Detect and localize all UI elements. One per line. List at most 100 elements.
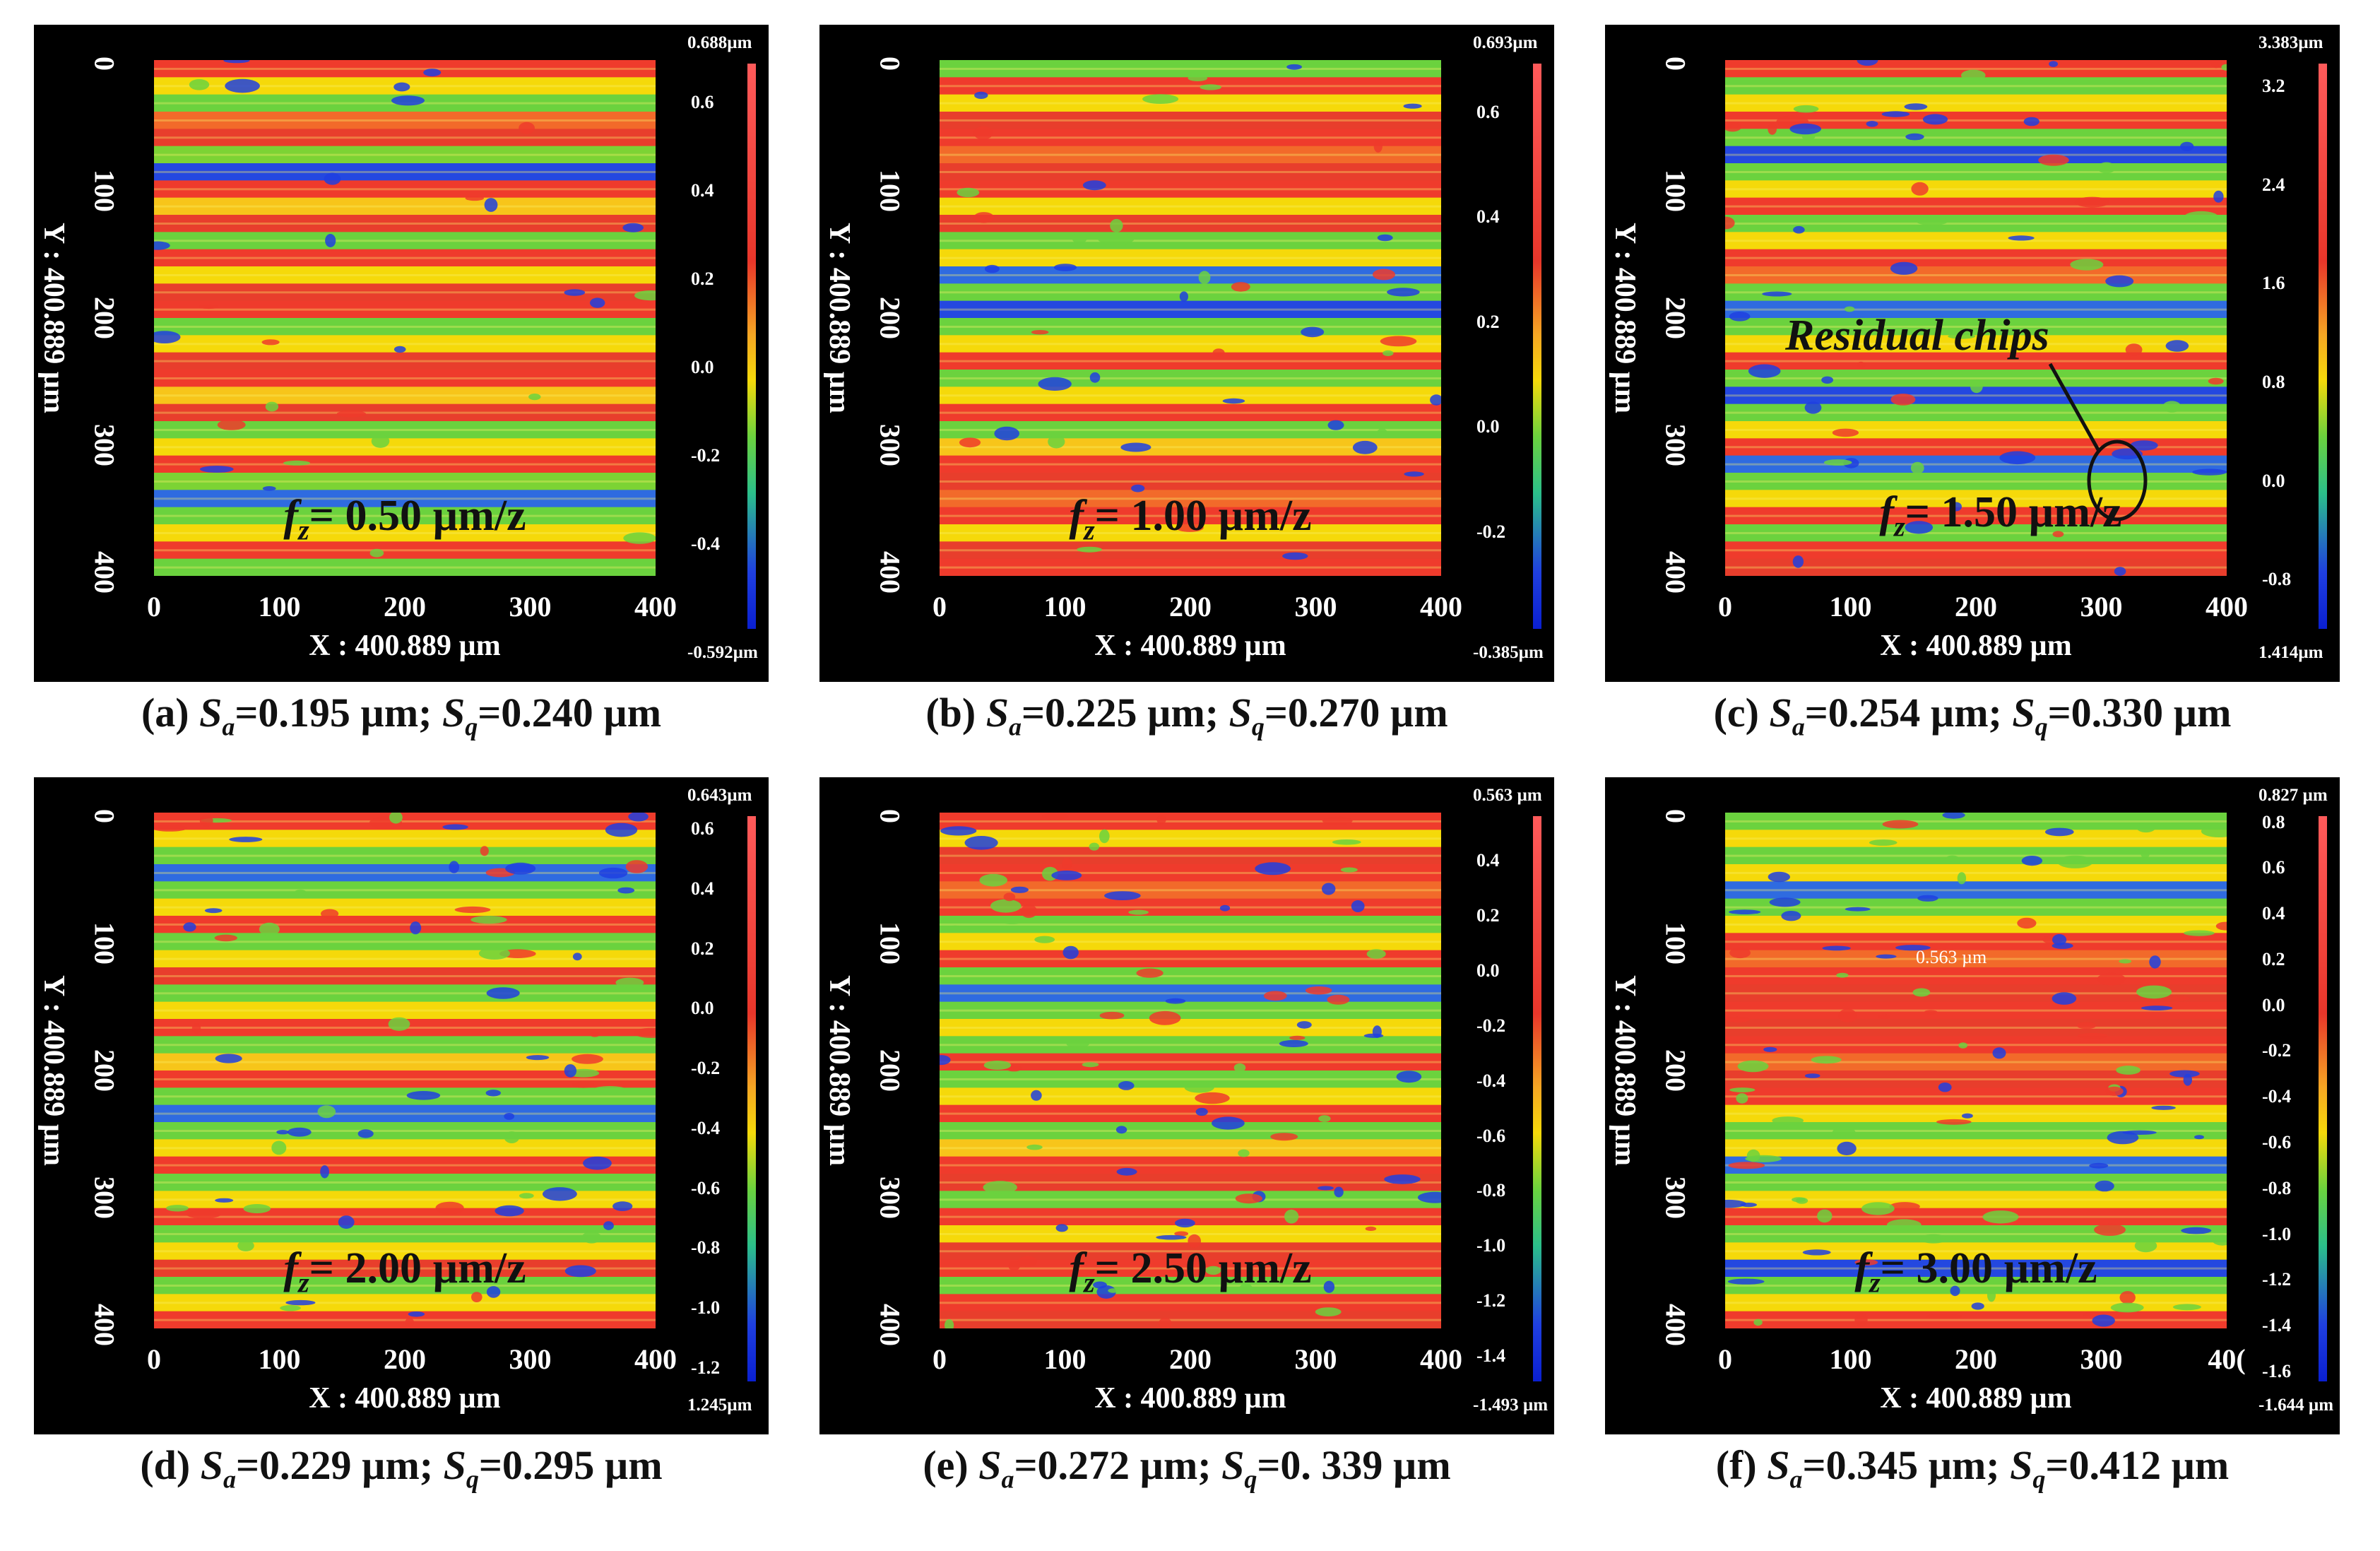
stripe-texture [940, 1250, 1441, 1253]
surface-blob [484, 198, 498, 212]
surface-blob [1000, 918, 1024, 924]
stripe-band [154, 950, 656, 968]
stripe-band [1725, 1019, 2227, 1037]
caption-letter: (a) [141, 690, 189, 736]
surface-blob [1198, 271, 1211, 285]
stripe-band [940, 370, 1441, 387]
stripe-band [154, 197, 656, 216]
x-axis-label: X : 400.889 µm [1880, 1382, 2072, 1415]
stripe-band [154, 933, 656, 951]
stripe-texture [1725, 854, 2227, 857]
surface-blob [470, 916, 507, 924]
colorbar-min-label: -1.493 µm [1473, 1396, 1549, 1415]
colorbar-tick-label: -0.4 [691, 533, 721, 554]
y-tick-label: 400 [88, 551, 121, 594]
stripe-band [1725, 197, 2227, 216]
stripe-band [154, 129, 656, 147]
surface-blob [583, 1156, 612, 1170]
surface-blob [1396, 1071, 1422, 1083]
surface-blob [2134, 1239, 2157, 1253]
residual-chips-circle [2087, 440, 2148, 521]
colorbar-tick-label: 0.4 [1476, 206, 1500, 228]
stripe-texture [154, 992, 656, 995]
stripe-band [1725, 1174, 2227, 1191]
feed-value: = 2.00 µm/z [309, 1244, 526, 1292]
panel-d: Y : 400.889 µm 0 100 200 300 400 0 100 200 300 400… [34, 777, 769, 1498]
surface-blob [589, 1032, 600, 1037]
surface-blob [2057, 855, 2093, 868]
x-tick-label: 200 [1169, 1343, 1212, 1375]
stripe-texture [940, 514, 1441, 517]
stripe-texture [154, 1319, 656, 1321]
plot-frame: Y : 400.889 µm 0 100 200 300 400 0 100 200 300 400… [819, 777, 1554, 1434]
x-axis-label: X : 400.889 µm [1880, 630, 2072, 662]
sa-symbol: S [199, 690, 223, 736]
surface-blob [1822, 945, 1851, 951]
colorbar-tick-label: -0.6 [1476, 1125, 1506, 1146]
x-tick-label: 0 [933, 1343, 947, 1375]
surface-blob [2077, 1032, 2109, 1039]
stripe-band [154, 898, 656, 916]
sq-symbol: S [2012, 690, 2035, 736]
stripe-band [940, 507, 1441, 525]
stripe-texture [940, 1302, 1441, 1304]
stripe-texture [154, 1215, 656, 1218]
surface-blob [338, 1215, 355, 1229]
stripe-texture [940, 170, 1441, 173]
feed-symbol: f [283, 492, 299, 540]
stripe-texture [1725, 1267, 2227, 1270]
surface-blob [973, 212, 995, 223]
stripe-band [1725, 898, 2227, 916]
feed-rate-label: fz= 2.50 µm/z [1069, 1244, 1311, 1299]
surface-blob [979, 873, 1007, 887]
stripe-band [940, 967, 1441, 985]
stripe-band [940, 146, 1441, 164]
stripe-band [154, 984, 656, 1003]
stripe-texture [940, 957, 1441, 960]
stripe-band [940, 318, 1441, 336]
stripe-band [1725, 180, 2227, 199]
stripe-band [1725, 967, 2227, 985]
y-axis-label: Y : 400.889 µm [823, 223, 856, 413]
stripe-texture [940, 85, 1441, 88]
stripe-band [940, 916, 1441, 933]
y-tick-label: 0 [874, 57, 906, 71]
surface-blob [622, 223, 644, 232]
stripe-texture [1725, 549, 2227, 552]
surface-blob [154, 241, 170, 250]
stripe-band [940, 1156, 1441, 1174]
colorbar [2319, 64, 2327, 629]
stripe-band [940, 112, 1441, 129]
surface-blob [1917, 895, 1938, 902]
stripe-texture [1725, 67, 2227, 70]
surface-map-svg [940, 60, 1441, 576]
surface-blob [1768, 123, 1777, 135]
surface-blob [1384, 1174, 1421, 1184]
stripe-texture [1725, 428, 2227, 431]
surface-blob [1089, 842, 1099, 851]
stripe-texture [940, 1061, 1441, 1063]
surface-blob [1912, 988, 1931, 997]
sa-value: =0.229 µm; [235, 1442, 444, 1488]
stripe-texture [940, 222, 1441, 225]
stripe-band [1725, 1036, 2227, 1054]
stripe-texture [940, 1026, 1441, 1029]
stripe-band [154, 455, 656, 473]
stripe-band [154, 967, 656, 985]
y-tick-label: 100 [88, 922, 121, 965]
feed-symbol: f [1069, 1244, 1084, 1292]
surface-blob [1031, 330, 1049, 335]
stripe-band [1725, 215, 2227, 232]
stripe-texture [940, 1164, 1441, 1167]
surface-blob [1866, 121, 1878, 127]
surface-blob [1958, 1042, 1968, 1049]
surface-blob [1838, 1008, 1857, 1022]
feed-subscript: z [1084, 514, 1095, 546]
panel-caption: (c) Sa=0.254 µm; Sq=0.330 µm [1605, 689, 2340, 742]
surface-blob [940, 925, 973, 930]
stripe-texture [1725, 119, 2227, 122]
stripe-band [940, 129, 1441, 147]
sq-symbol: S [1221, 1442, 1245, 1488]
sa-value: =0.225 µm; [1021, 690, 1229, 736]
surface-blob [1062, 945, 1079, 960]
